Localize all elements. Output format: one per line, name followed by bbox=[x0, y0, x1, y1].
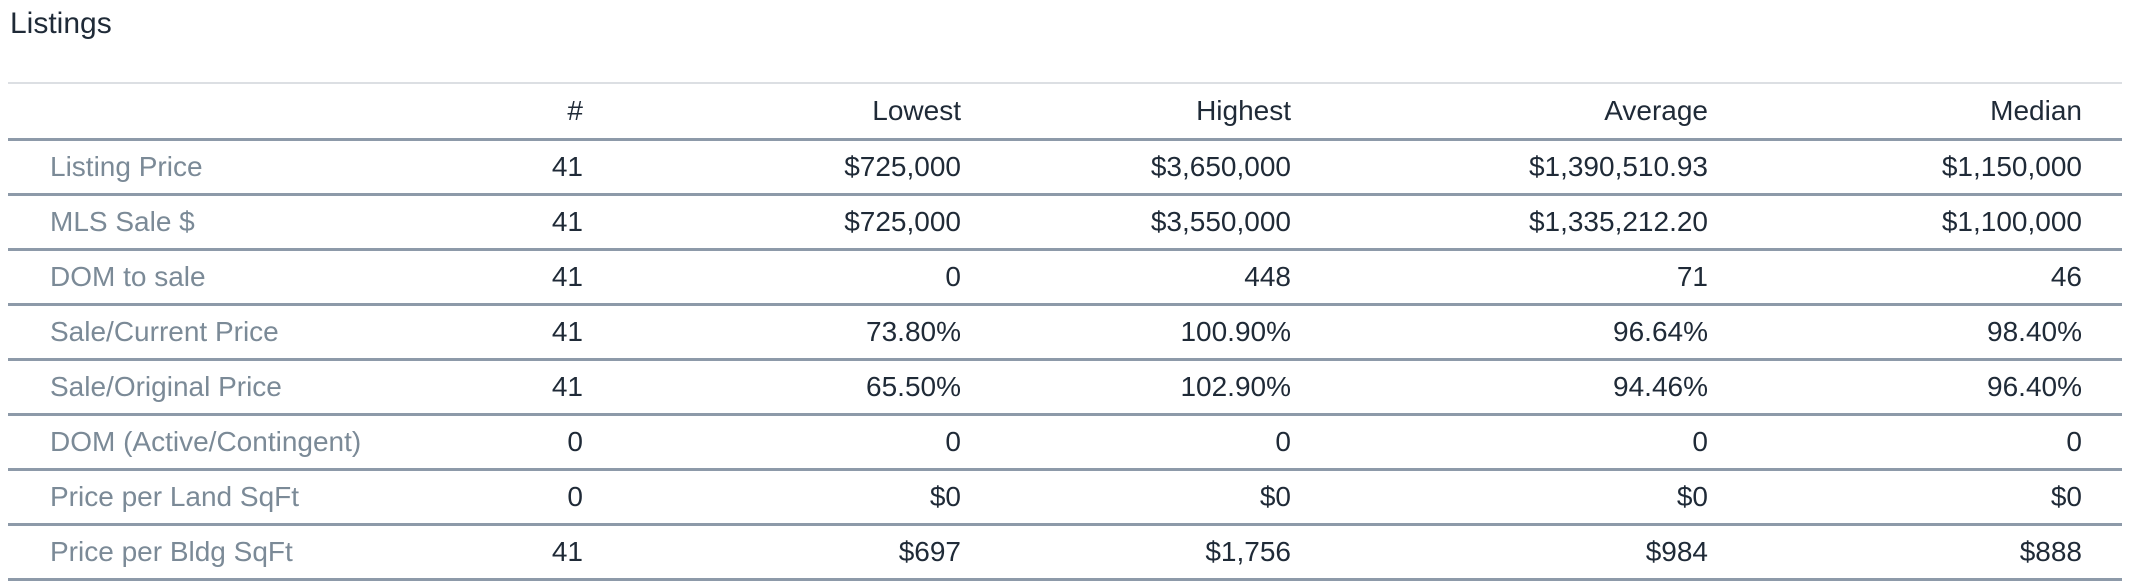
cell-median: $888 bbox=[1748, 524, 2122, 581]
row-label: Price per Bldg SqFt bbox=[8, 524, 428, 581]
cell-count: 41 bbox=[428, 194, 623, 251]
row-label: DOM to sale bbox=[8, 249, 428, 306]
cell-lowest: 73.80% bbox=[623, 304, 1001, 361]
cell-average: 71 bbox=[1331, 249, 1748, 306]
cell-median: 98.40% bbox=[1748, 304, 2122, 361]
cell-lowest: $697 bbox=[623, 524, 1001, 581]
cell-lowest: 0 bbox=[623, 249, 1001, 306]
cell-highest: 448 bbox=[1001, 249, 1331, 306]
column-header-median: Median bbox=[1748, 82, 2122, 141]
table-row: Sale/Current Price 41 73.80% 100.90% 96.64% 9… bbox=[8, 304, 2122, 361]
cell-lowest: 65.50% bbox=[623, 359, 1001, 416]
column-header-count: # bbox=[428, 82, 623, 141]
cell-count: 41 bbox=[428, 139, 623, 196]
cell-count: 41 bbox=[428, 249, 623, 306]
cell-highest: 0 bbox=[1001, 414, 1331, 471]
cell-average: $1,390,510.93 bbox=[1331, 139, 1748, 196]
cell-lowest: 0 bbox=[623, 414, 1001, 471]
cell-median: $1,100,000 bbox=[1748, 194, 2122, 251]
cell-average: 94.46% bbox=[1331, 359, 1748, 416]
cell-highest: 102.90% bbox=[1001, 359, 1331, 416]
cell-count: 0 bbox=[428, 469, 623, 526]
cell-average: 96.64% bbox=[1331, 304, 1748, 361]
cell-highest: 100.90% bbox=[1001, 304, 1331, 361]
cell-median: 46 bbox=[1748, 249, 2122, 306]
cell-median: 0 bbox=[1748, 414, 2122, 471]
cell-count: 41 bbox=[428, 304, 623, 361]
column-header-lowest: Lowest bbox=[623, 82, 1001, 141]
cell-average: $0 bbox=[1331, 469, 1748, 526]
listings-stats-table: # Lowest Highest Average Median Listing Pric… bbox=[8, 82, 2122, 581]
row-label: Listing Price bbox=[8, 139, 428, 196]
row-label-column-header bbox=[8, 82, 428, 141]
cell-average: $1,335,212.20 bbox=[1331, 194, 1748, 251]
cell-count: 41 bbox=[428, 359, 623, 416]
cell-lowest: $725,000 bbox=[623, 139, 1001, 196]
table-row: Price per Bldg SqFt 41 $697 $1,756 $984 $888 bbox=[8, 524, 2122, 581]
column-header-highest: Highest bbox=[1001, 82, 1331, 141]
cell-median: $1,150,000 bbox=[1748, 139, 2122, 196]
cell-highest: $3,650,000 bbox=[1001, 139, 1331, 196]
column-header-average: Average bbox=[1331, 82, 1748, 141]
table-row: Listing Price 41 $725,000 $3,650,000 $1,390,… bbox=[8, 139, 2122, 196]
row-label: Sale/Original Price bbox=[8, 359, 428, 416]
table-row: Sale/Original Price 41 65.50% 102.90% 94.46%… bbox=[8, 359, 2122, 416]
row-label: DOM (Active/Contingent) bbox=[8, 414, 428, 471]
cell-average: $984 bbox=[1331, 524, 1748, 581]
cell-count: 0 bbox=[428, 414, 623, 471]
table-header-row: # Lowest Highest Average Median bbox=[8, 82, 2122, 141]
cell-highest: $3,550,000 bbox=[1001, 194, 1331, 251]
cell-median: $0 bbox=[1748, 469, 2122, 526]
cell-highest: $0 bbox=[1001, 469, 1331, 526]
cell-lowest: $0 bbox=[623, 469, 1001, 526]
page-title: Listings bbox=[10, 7, 112, 40]
cell-highest: $1,756 bbox=[1001, 524, 1331, 581]
row-label: Sale/Current Price bbox=[8, 304, 428, 361]
table-body: Listing Price 41 $725,000 $3,650,000 $1,390,… bbox=[8, 139, 2122, 581]
cell-median: 96.40% bbox=[1748, 359, 2122, 416]
table-row: MLS Sale $41 $725,000 $3,550,000 $1,335,212… bbox=[8, 194, 2122, 251]
table-row: DOM to sale 41 0 448 71 46 bbox=[8, 249, 2122, 306]
table-row: DOM (Active/Contingent) 0 0 0 0 0 bbox=[8, 414, 2122, 471]
cell-lowest: $725,000 bbox=[623, 194, 1001, 251]
cell-average: 0 bbox=[1331, 414, 1748, 471]
row-label: Price per Land SqFt bbox=[8, 469, 428, 526]
row-label: MLS Sale $ bbox=[8, 194, 428, 251]
cell-count: 41 bbox=[428, 524, 623, 581]
table-row: Price per Land SqFt 0 $0 $0 $0 $0 bbox=[8, 469, 2122, 526]
